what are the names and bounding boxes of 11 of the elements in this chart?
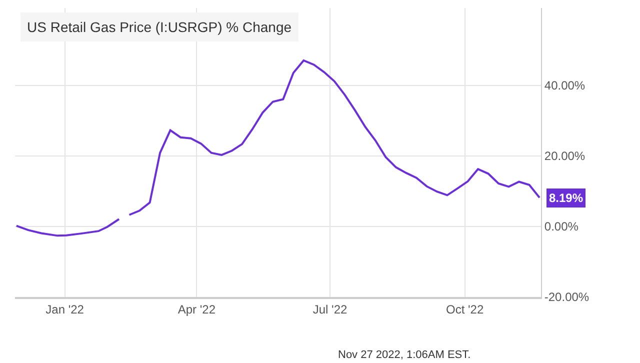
x-tick-label: Jul '22: [312, 302, 348, 316]
y-tick-label: 20.00%: [544, 149, 586, 164]
x-tick-label: Oct '22: [446, 302, 484, 316]
x-tick-label: Jan '22: [46, 302, 84, 316]
text: Nov 27 2022, 1:06AM EST.: [338, 349, 471, 361]
y-tick-label: 40.00%: [544, 78, 586, 93]
y-tick-label: -20.00%: [544, 290, 590, 304]
y-tick-label: 0.00%: [544, 220, 579, 234]
text: US Retail Gas Price (I:USRGP) % Change: [27, 19, 292, 35]
annotation: 8.19%: [549, 191, 584, 205]
x-tick-label: Apr '22: [178, 302, 216, 316]
